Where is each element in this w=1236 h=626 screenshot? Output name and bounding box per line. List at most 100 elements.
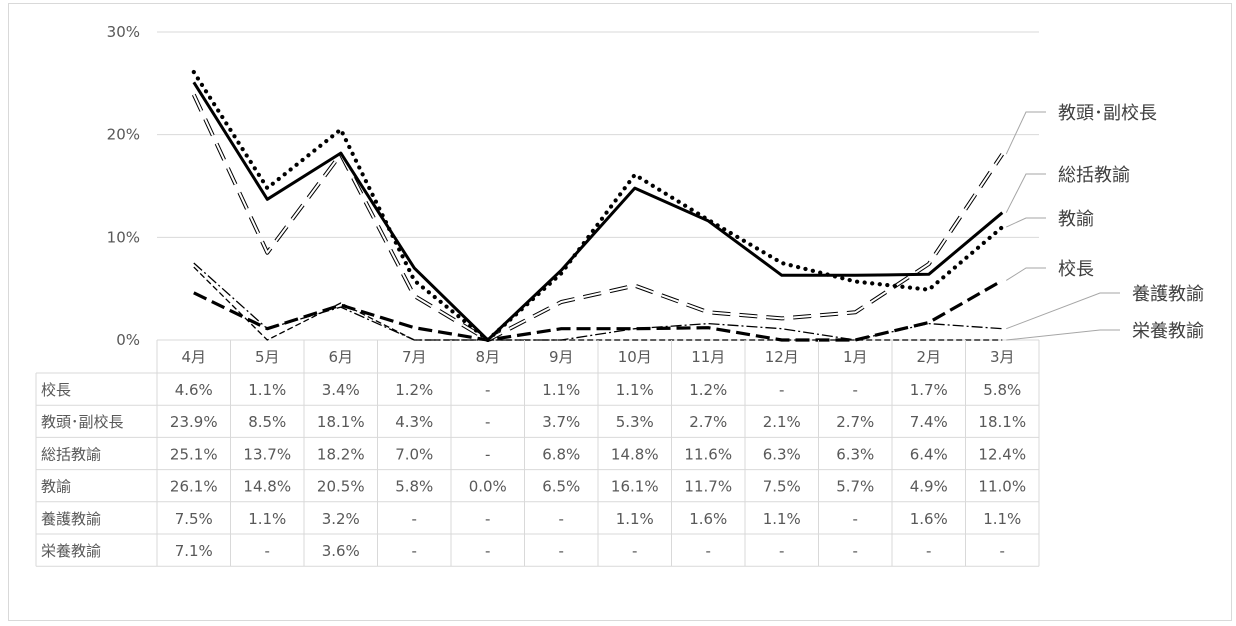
series-end-label: 教頭･副校長 (1058, 103, 1157, 124)
table-cell: 2.1% (763, 413, 801, 431)
table-cell: - (853, 542, 858, 560)
table-cell: - (485, 413, 490, 431)
table-row-label: 総括教諭 (41, 445, 101, 463)
table-row-label: 校長 (41, 381, 71, 399)
x-category-label: 10月 (618, 348, 652, 366)
table-cell: 7.1% (175, 542, 213, 560)
table-cell: 3.2% (322, 510, 360, 528)
table-cell: 1.7% (910, 381, 948, 399)
table-cell: - (779, 381, 784, 399)
series-line-0 (193, 279, 1004, 342)
table-cell: 4.9% (910, 478, 948, 496)
table-cell: 1.1% (983, 510, 1021, 528)
table-cell: 5.3% (616, 413, 654, 431)
table-cell: 5.8% (395, 478, 433, 496)
table-row-label: 教諭 (41, 478, 71, 496)
series-line-2 (192, 81, 1004, 342)
series-line-1 (191, 93, 1004, 342)
table-cell: 1.2% (395, 381, 433, 399)
table-cell: - (632, 542, 637, 560)
table-cell: - (485, 510, 490, 528)
table-cell: 14.8% (611, 445, 659, 463)
x-category-label: 7月 (402, 348, 427, 366)
table-cell: 1.1% (248, 381, 286, 399)
table-cell: - (559, 510, 564, 528)
x-category-label: 6月 (328, 348, 353, 366)
table-cell: 1.6% (910, 510, 948, 528)
series-end-label: 教諭 (1058, 209, 1094, 230)
x-category-label: 8月 (475, 348, 500, 366)
series-line-3 (191, 69, 1005, 343)
table-cell: 7.5% (763, 478, 801, 496)
x-category-label: 12月 (765, 348, 799, 366)
table-cell: 3.7% (542, 413, 580, 431)
table-cell: 26.1% (170, 478, 218, 496)
table-cell: 11.0% (978, 478, 1026, 496)
x-category-label: 1月 (843, 348, 868, 366)
table-cell: 6.3% (836, 445, 874, 463)
table-cell: - (853, 381, 858, 399)
table-cell: - (559, 542, 564, 560)
table-cell: - (1000, 542, 1005, 560)
table-cell: 1.1% (542, 381, 580, 399)
y-axis-ticks: 0% 10% 20% 30% (107, 23, 140, 349)
series-end-label: 養護教諭 (1132, 284, 1204, 305)
table-cell: 1.1% (763, 510, 801, 528)
table-cell: - (485, 381, 490, 399)
series-end-label: 総括教諭 (1058, 165, 1130, 186)
leader-line (1006, 329, 1120, 341)
table-cell: 5.7% (836, 478, 874, 496)
table-cell: 4.3% (395, 413, 433, 431)
table-cell: 8.5% (248, 413, 286, 431)
table-cell: 6.5% (542, 478, 580, 496)
x-category-label: 3月 (990, 348, 1015, 366)
y-tick-label: 20% (107, 126, 140, 144)
series-end-label: 栄養教諭 (1132, 321, 1204, 342)
x-category-label: 9月 (549, 348, 574, 366)
table-cell: - (265, 542, 270, 560)
table-row-label: 栄養教諭 (41, 542, 101, 560)
table-cell: - (853, 510, 858, 528)
table-cell: 1.1% (616, 510, 654, 528)
table-cell: 5.8% (983, 381, 1021, 399)
x-category-label: 11月 (691, 348, 725, 366)
table-cell: 7.0% (395, 445, 433, 463)
table-cell: - (485, 445, 490, 463)
table-cell: - (412, 542, 417, 560)
y-tick-label: 30% (107, 23, 140, 41)
table-row-label: 養護教諭 (41, 510, 101, 528)
table-cell: 6.3% (763, 445, 801, 463)
table-cell: 7.5% (175, 510, 213, 528)
table-cell: 18.2% (317, 445, 365, 463)
table-cell: 1.6% (689, 510, 727, 528)
series-path (191, 69, 1005, 343)
table-cell: 1.1% (616, 381, 654, 399)
table-cell: 1.1% (248, 510, 286, 528)
table-cell: 20.5% (317, 478, 365, 496)
table-cell: 16.1% (611, 478, 659, 496)
table-cell: 7.4% (910, 413, 948, 431)
y-tick-label: 0% (116, 331, 140, 349)
table-cell: 11.7% (684, 478, 732, 496)
chart-frame (8, 3, 1232, 621)
y-tick-label: 10% (107, 228, 140, 246)
leader-line (1006, 292, 1120, 330)
table-cell: 6.8% (542, 445, 580, 463)
table-cell: 18.1% (978, 413, 1026, 431)
table-cell: 12.4% (978, 445, 1026, 463)
table-cell: - (412, 510, 417, 528)
leader-line (1005, 111, 1046, 155)
x-category-label: 2月 (916, 348, 941, 366)
table-cell: 3.4% (322, 381, 360, 399)
table-cell: 11.6% (684, 445, 732, 463)
series-lines (191, 69, 1005, 343)
table-row-label: 教頭･副校長 (41, 413, 124, 431)
series-path (192, 81, 1004, 342)
table-cell: 23.9% (170, 413, 218, 431)
table-cell: 2.7% (689, 413, 727, 431)
x-category-label: 4月 (181, 348, 206, 366)
table-cell: - (779, 542, 784, 560)
